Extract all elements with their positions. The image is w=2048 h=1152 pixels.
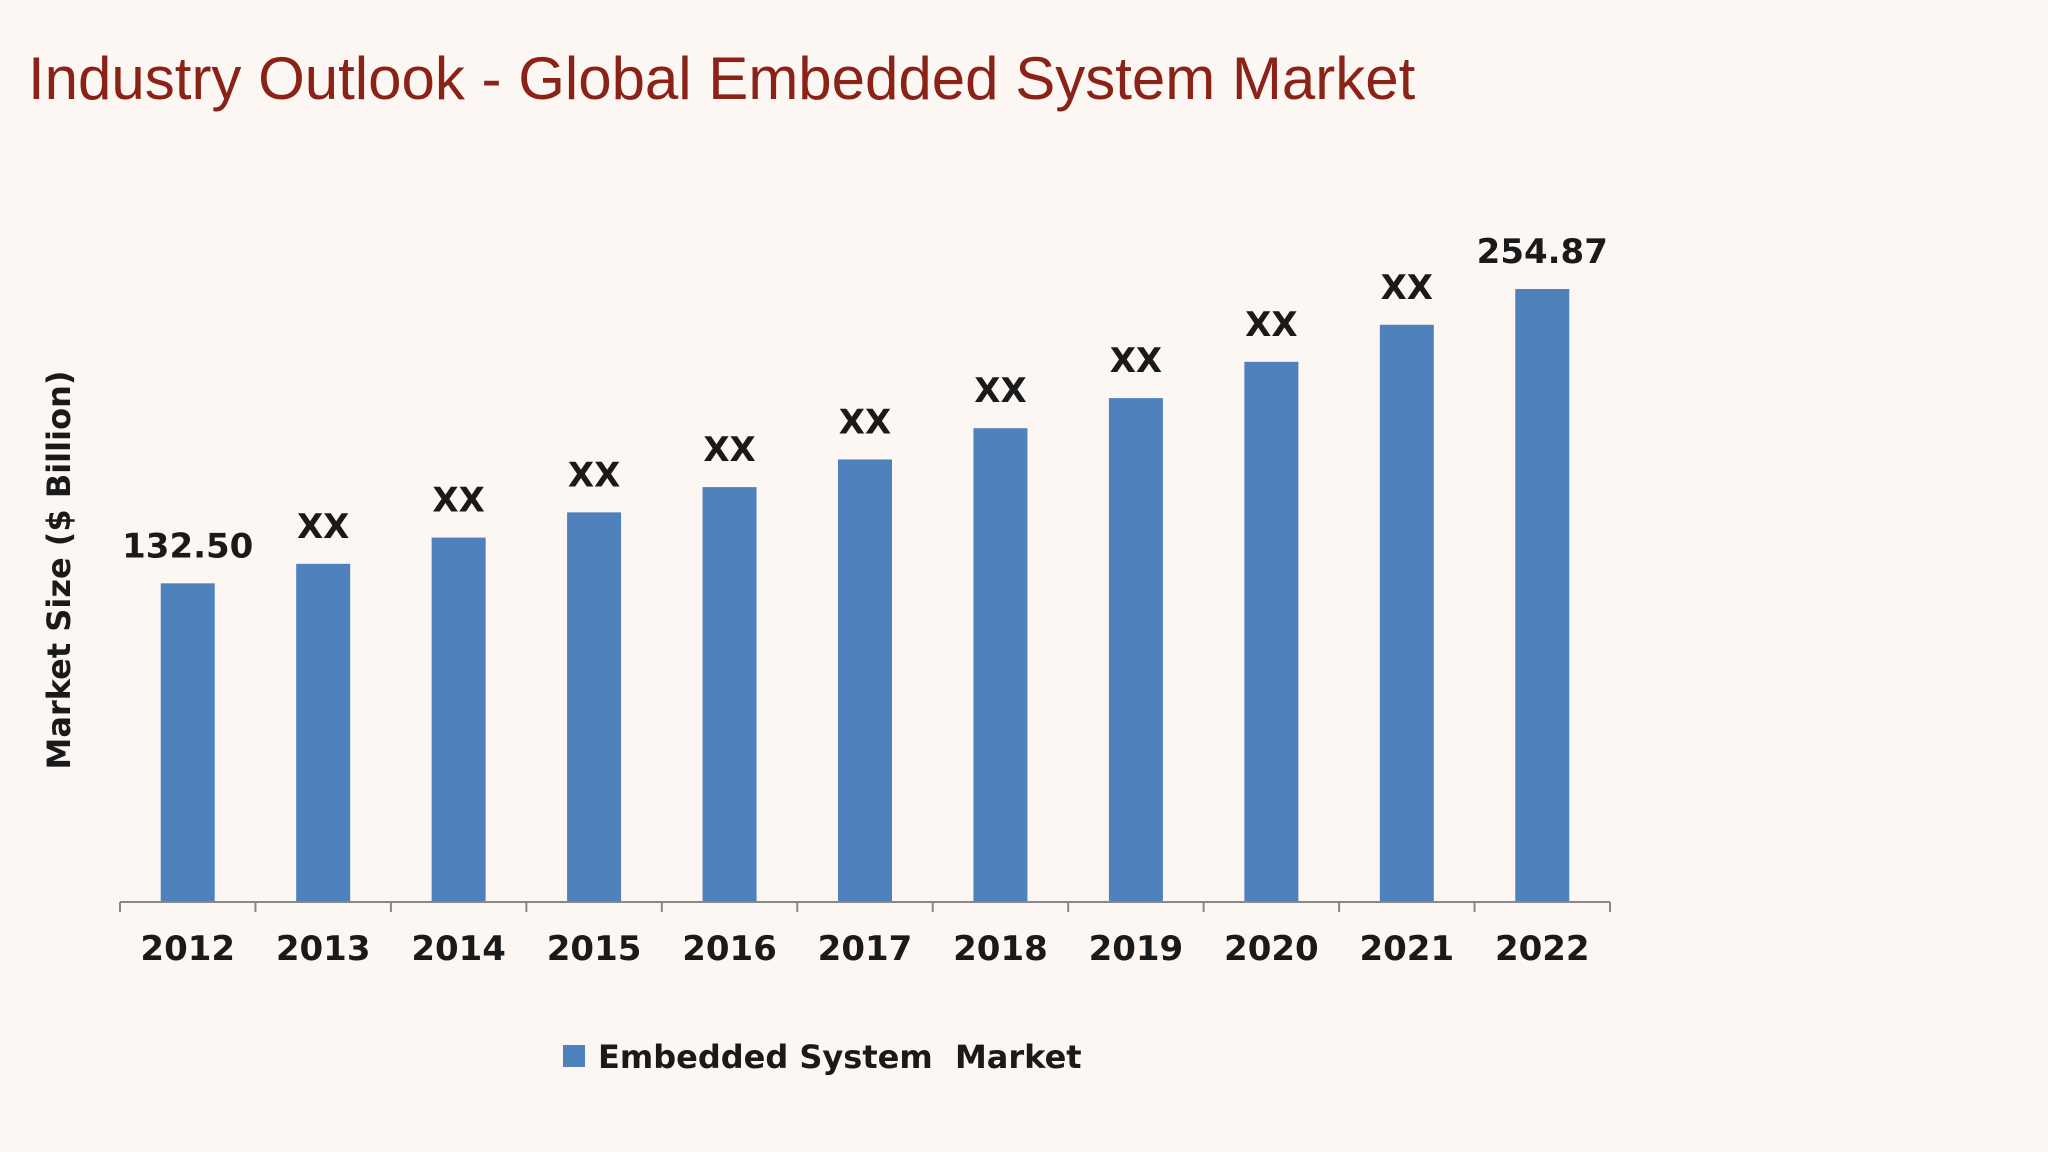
bar-2019 [1108, 398, 1163, 902]
x-tick-label-2021: 2021 [1359, 929, 1454, 969]
x-tick-label-2013: 2013 [276, 929, 371, 969]
data-label-2013: XX [297, 507, 349, 547]
bars-layer [160, 289, 1570, 903]
data-label-2017: XX [839, 402, 891, 442]
bar-2016 [702, 487, 757, 902]
x-axis [119, 901, 1611, 912]
data-label-2016: XX [703, 430, 755, 470]
bar-2018 [973, 428, 1028, 902]
bar-2017 [838, 459, 892, 902]
bar-2012 [160, 583, 215, 902]
data-label-2021: XX [1381, 268, 1433, 308]
x-tick-label-2022: 2022 [1495, 929, 1590, 969]
x-tick-label-2012: 2012 [140, 929, 235, 969]
data-labels: 132.50 XX XX XX XX XX XX XX XX XX 254.87 [122, 232, 1608, 566]
bar-2013 [296, 563, 351, 902]
x-tick-label-2019: 2019 [1089, 929, 1184, 969]
x-tick-label-2020: 2020 [1224, 929, 1319, 969]
legend: Embedded System Market [563, 1038, 1082, 1076]
data-label-2019: XX [1110, 341, 1162, 381]
bar-2020 [1244, 361, 1299, 902]
x-tick-label-2017: 2017 [818, 929, 913, 969]
data-label-2012: 132.50 [122, 526, 253, 566]
legend-label: Embedded System Market [598, 1038, 1082, 1076]
bar-2015 [567, 512, 622, 902]
data-label-2018: XX [974, 371, 1026, 411]
x-tick-label-2018: 2018 [953, 929, 1048, 969]
x-tick-label-2015: 2015 [547, 929, 642, 969]
data-label-2015: XX [568, 455, 620, 495]
data-label-2014: XX [432, 481, 484, 521]
slide-title: Industry Outlook - Global Embedded Syste… [28, 45, 1416, 112]
bar-2014 [431, 537, 486, 902]
x-tick-label-2016: 2016 [682, 929, 777, 969]
data-label-2020: XX [1245, 305, 1297, 345]
data-label-2022: 254.87 [1477, 232, 1608, 272]
x-tick-label-2014: 2014 [411, 929, 506, 969]
legend-swatch [563, 1045, 585, 1067]
x-tick-labels: 2012 2013 2014 2015 2016 2017 2018 2019 2020 2021… [140, 929, 1589, 969]
y-axis-label: Market Size ($ Billion) [40, 371, 78, 770]
bar-2022 [1515, 289, 1570, 902]
bar-2021 [1379, 324, 1434, 903]
